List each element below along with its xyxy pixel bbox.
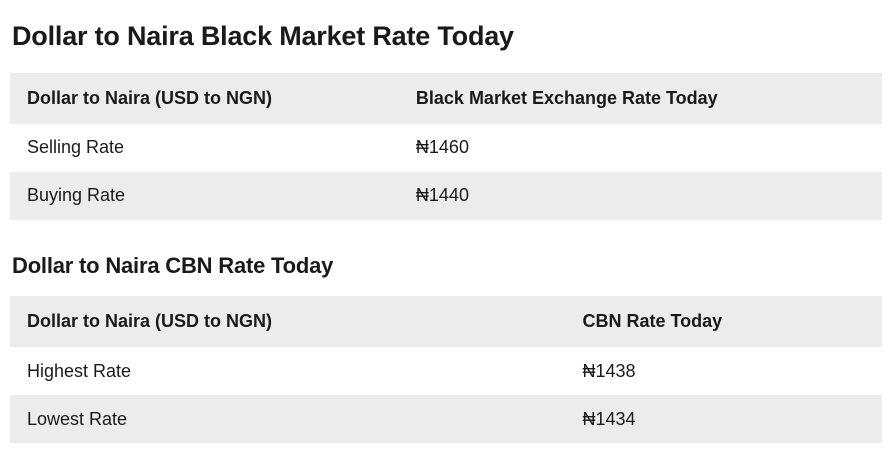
table-header-row: Dollar to Naira (USD to NGN) CBN Rate To… [10,296,882,348]
rate-value-cell: ₦1434 [565,395,882,444]
header-cell-pair-label: Dollar to Naira (USD to NGN) [10,296,566,348]
cbn-section: Dollar to Naira CBN Rate Today Dollar to… [10,252,882,444]
header-cell-rate-label: CBN Rate Today [565,296,882,348]
black-market-rates-table: Dollar to Naira (USD to NGN) Black Marke… [10,72,882,220]
rate-label-cell: Lowest Rate [10,395,566,444]
table-row-buying-rate: Buying Rate ₦1440 [10,171,882,220]
rate-label-cell: Highest Rate [10,347,566,396]
rate-label-cell: Buying Rate [10,171,399,220]
rate-value-cell: ₦1438 [565,347,882,396]
cbn-section-title: Dollar to Naira CBN Rate Today [12,252,334,278]
black-market-section: Dollar to Naira Black Market Rate Today … [10,20,882,220]
table-row-lowest-rate: Lowest Rate ₦1434 [10,395,882,444]
article-content: Dollar to Naira Black Market Rate Today … [10,20,882,444]
page-title: Dollar to Naira Black Market Rate Today [12,21,514,51]
rate-value-cell: ₦1440 [398,171,882,220]
table-row-highest-rate: Highest Rate ₦1438 [10,347,882,396]
table-header-row: Dollar to Naira (USD to NGN) Black Marke… [10,72,882,124]
cbn-rates-table: Dollar to Naira (USD to NGN) CBN Rate To… [10,296,882,444]
rate-value-cell: ₦1460 [398,123,882,172]
header-cell-rate-label: Black Market Exchange Rate Today [398,72,882,124]
rate-label-cell: Selling Rate [10,123,399,172]
table-row-selling-rate: Selling Rate ₦1460 [10,123,882,172]
header-cell-pair-label: Dollar to Naira (USD to NGN) [10,72,399,124]
